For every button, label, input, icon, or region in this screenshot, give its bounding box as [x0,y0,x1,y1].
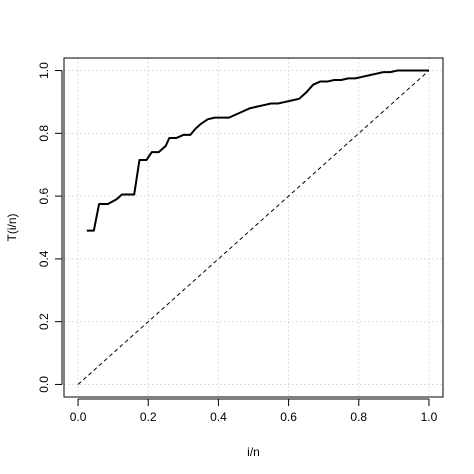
y-tick-label: 0.0 [37,376,51,393]
x-tick-label: 0.8 [350,410,367,424]
y-tick-label: 0.6 [37,187,51,204]
y-tick-label: 1.0 [37,62,51,79]
y-tick-label: 0.4 [37,250,51,267]
y-tick-label: 0.8 [37,125,51,142]
x-tick-label: 0.6 [280,410,297,424]
x-tick-label: 0.0 [70,410,87,424]
grid [64,58,443,397]
y-axis-title: T(i/n) [5,214,19,242]
y-tick-label: 0.2 [37,313,51,330]
x-tick-label: 1.0 [421,410,438,424]
data-series [77,69,430,385]
axes: 0.0 0.2 0.4 0.6 0.8 1.0 0.0 0.2 0.4 0.6 0.8 1.0 [37,62,438,424]
diagonal-reference-line [77,70,430,385]
x-axis-title: i/n [247,445,260,459]
cumulative-curve-line [86,69,429,232]
x-tick-label: 0.4 [210,410,227,424]
x-tick-label: 0.2 [140,410,157,424]
plot-frame [63,57,444,398]
